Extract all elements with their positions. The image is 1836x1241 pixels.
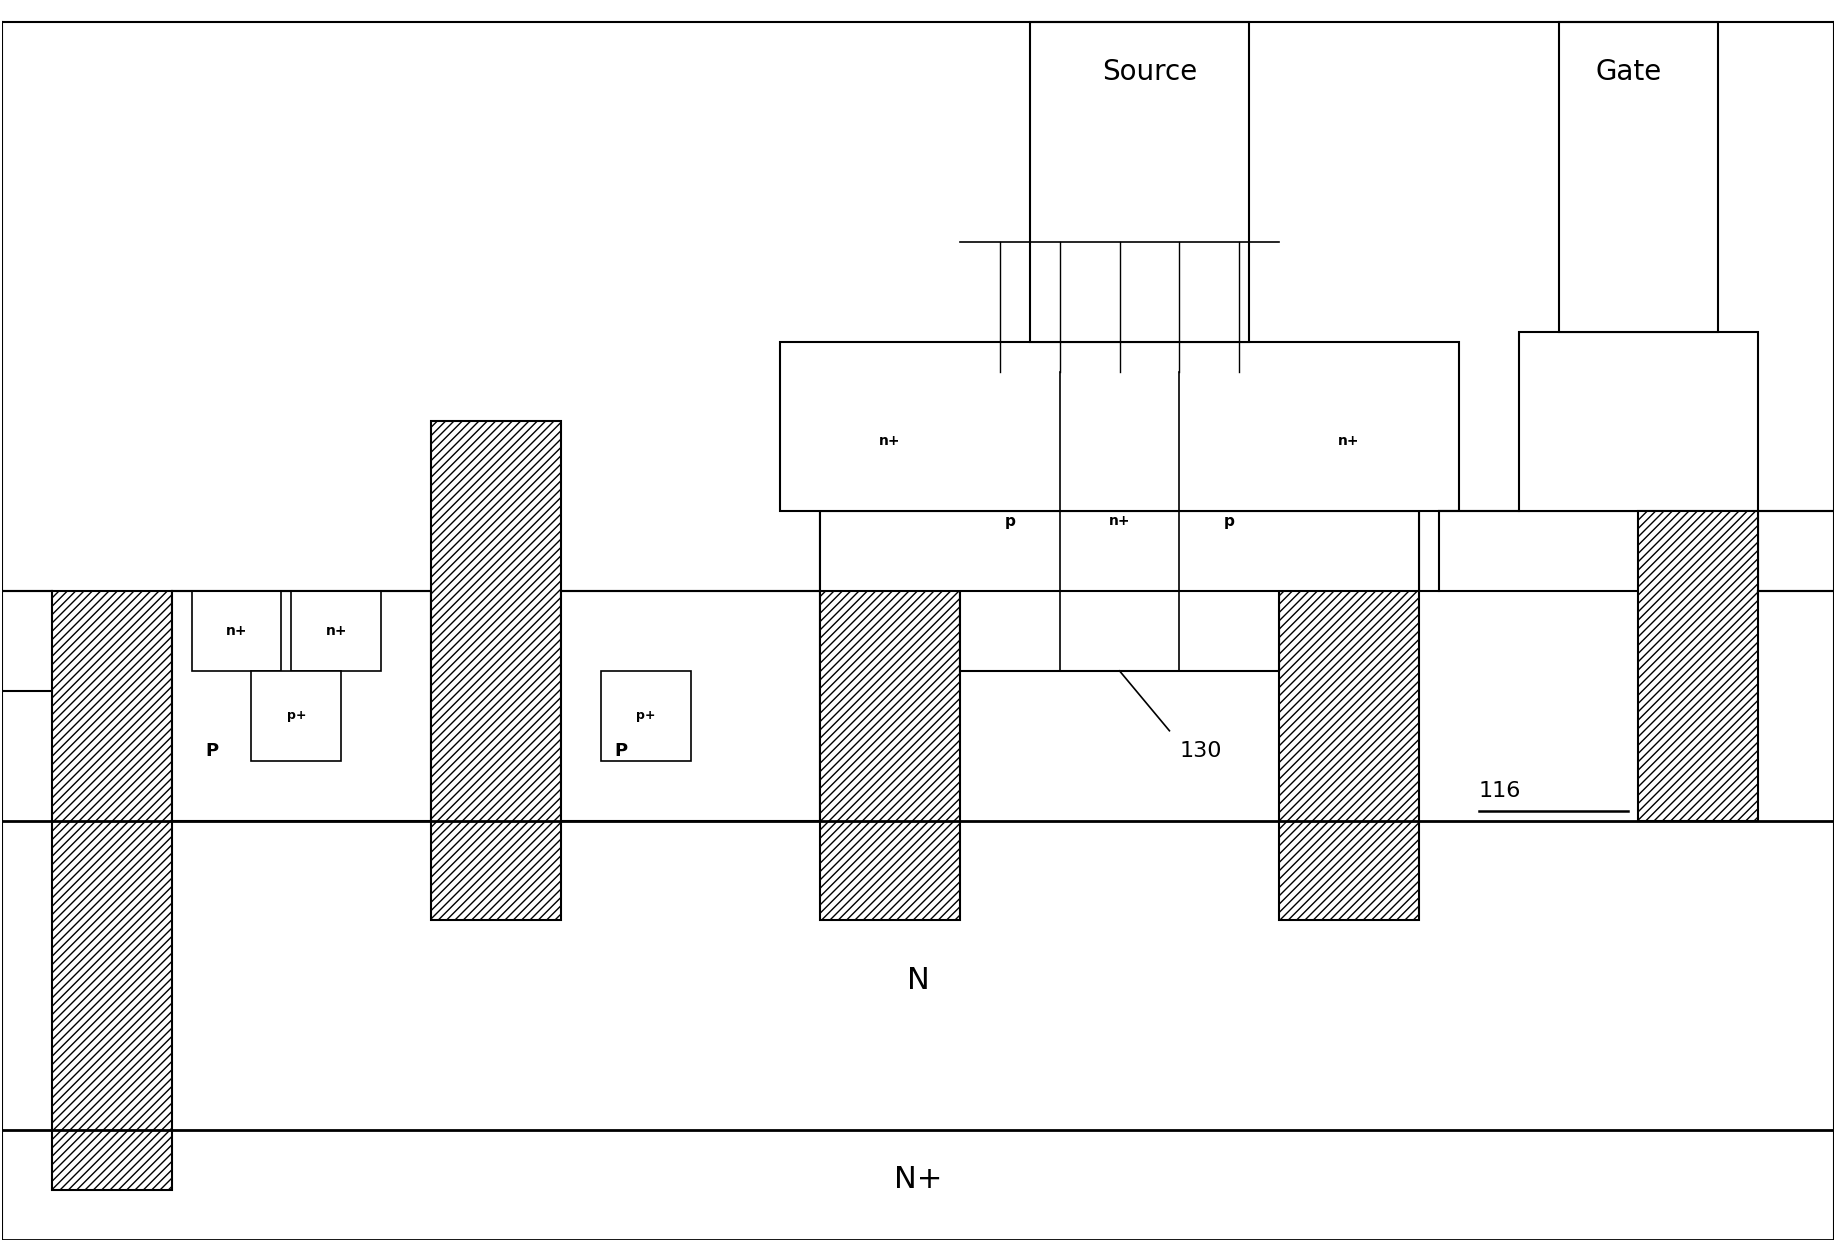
Bar xyxy=(173,591,431,820)
Text: P: P xyxy=(206,742,218,759)
Bar xyxy=(252,671,341,761)
Bar xyxy=(1439,511,1759,591)
Bar xyxy=(1280,371,1419,921)
Text: Gate: Gate xyxy=(1595,58,1662,86)
Text: p+: p+ xyxy=(635,710,655,722)
Text: n+: n+ xyxy=(325,624,347,638)
Text: N: N xyxy=(907,965,929,995)
Text: P: P xyxy=(613,742,628,759)
Bar xyxy=(780,341,1460,511)
Bar xyxy=(821,511,1419,591)
Bar xyxy=(292,591,382,671)
Bar xyxy=(600,671,690,761)
Bar xyxy=(1638,511,1759,820)
Text: 130: 130 xyxy=(1179,741,1223,761)
Bar xyxy=(960,371,1280,671)
Bar xyxy=(1518,331,1759,511)
Bar xyxy=(1280,371,1419,511)
Bar xyxy=(191,591,281,671)
Text: n+: n+ xyxy=(1338,434,1360,448)
Bar xyxy=(431,422,560,921)
Text: Source: Source xyxy=(1102,58,1197,86)
Bar xyxy=(1559,22,1718,331)
Bar xyxy=(821,371,960,921)
Bar xyxy=(821,371,960,511)
Text: p: p xyxy=(1225,514,1236,529)
Text: n+: n+ xyxy=(226,624,248,638)
Bar xyxy=(560,591,821,820)
Text: p: p xyxy=(1004,514,1015,529)
Text: N+: N+ xyxy=(894,1165,942,1194)
Text: n+: n+ xyxy=(879,434,901,448)
Text: p+: p+ xyxy=(286,710,307,722)
Bar xyxy=(1030,22,1248,341)
Bar xyxy=(51,591,173,1190)
Text: 116: 116 xyxy=(1478,781,1520,800)
Text: n+: n+ xyxy=(1109,514,1131,529)
